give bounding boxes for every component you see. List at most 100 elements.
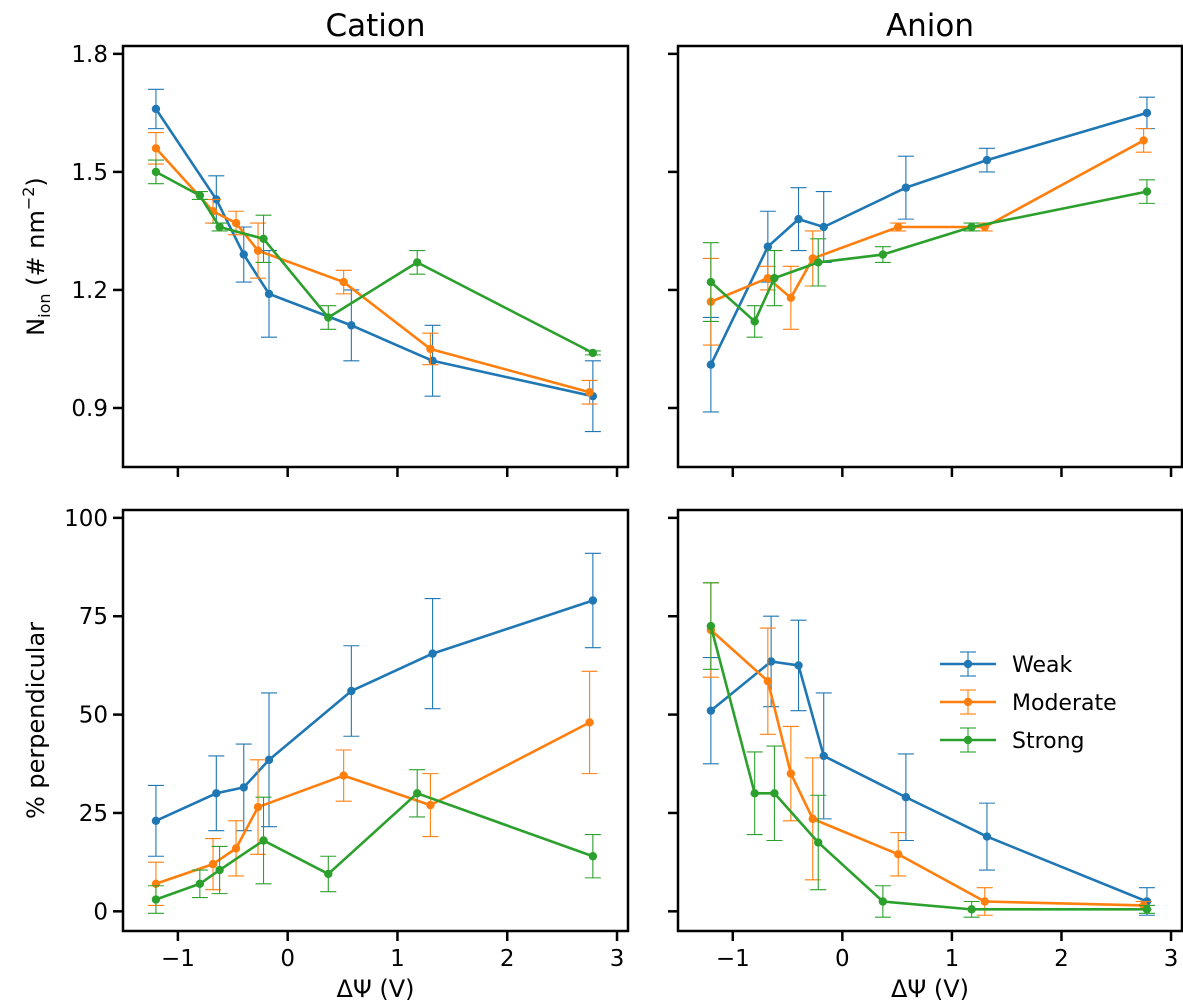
x-tick-label: 1	[390, 946, 405, 972]
data-point	[347, 321, 356, 330]
x-tick-label: 3	[610, 946, 625, 972]
x-axis-label: ΔΨ (V)	[336, 975, 414, 1001]
data-point	[763, 676, 773, 686]
data-point	[231, 844, 241, 853]
data-point	[1142, 187, 1152, 196]
x-tick-label: 0	[280, 946, 295, 972]
x-tick-label: −1	[161, 946, 195, 972]
series-line	[154, 108, 594, 398]
data-point	[814, 258, 823, 267]
data-point	[428, 356, 437, 365]
x-tick-label: 2	[1054, 946, 1069, 972]
data-point	[808, 814, 817, 824]
data-point	[426, 800, 435, 810]
x-tick-label: −1	[716, 946, 750, 972]
panel-2: Anion	[668, 8, 1183, 477]
data-point	[588, 852, 598, 861]
data-point	[794, 661, 803, 670]
legend-label: Weak	[1012, 653, 1072, 678]
axes-frame	[676, 508, 1183, 933]
panel-1: 0.9 1.2 1.5 1.8 Cation Nion (# nm−2)	[19, 8, 630, 477]
data-point	[339, 771, 348, 780]
data-point	[428, 649, 437, 658]
data-point	[786, 769, 796, 778]
data-point	[1142, 905, 1152, 914]
series-weak	[147, 88, 601, 433]
data-point	[426, 344, 435, 354]
data-point	[794, 214, 803, 224]
series-line	[155, 170, 594, 355]
data-point	[588, 348, 598, 358]
y-tick-label: 100	[64, 506, 108, 532]
data-point	[151, 104, 161, 114]
data-point	[195, 191, 205, 200]
axes-frame	[676, 44, 1183, 469]
series-strong	[147, 159, 601, 358]
data-point	[982, 155, 992, 165]
data-point	[208, 859, 218, 869]
data-point	[413, 258, 422, 267]
data-point	[770, 789, 779, 798]
data-point	[763, 242, 773, 251]
data-point	[894, 222, 903, 232]
legend-entry-weak: Weak	[940, 651, 1072, 678]
legend-marker	[963, 735, 973, 745]
data-point	[259, 234, 268, 243]
data-point	[786, 293, 796, 303]
series-moderate	[702, 128, 1152, 346]
data-point	[706, 360, 716, 369]
series-strong	[147, 769, 601, 914]
data-point	[413, 789, 422, 798]
data-point	[239, 783, 248, 792]
data-point	[324, 869, 333, 879]
data-point	[151, 167, 161, 177]
x-axis-label: ΔΨ (V)	[891, 975, 969, 1001]
data-point	[151, 144, 161, 153]
panel-title: Anion	[886, 8, 974, 44]
data-point	[585, 388, 594, 397]
y-tick-label: 0.9	[71, 396, 108, 422]
series-strong	[702, 179, 1155, 338]
y-tick-label: 1.8	[71, 42, 108, 68]
data-point	[339, 277, 348, 287]
data-point	[324, 313, 333, 322]
series-line	[154, 147, 590, 394]
data-point	[259, 836, 268, 845]
panel-4: −1 0 1 2 3 ΔΨ (V) Weak Moderate Strong	[668, 508, 1183, 1001]
axes-frame	[121, 44, 630, 469]
legend-entry-moderate: Moderate	[940, 689, 1117, 716]
data-point	[706, 277, 716, 287]
data-point	[706, 706, 716, 715]
data-point	[819, 222, 828, 232]
legend-entry-strong: Strong	[940, 727, 1085, 754]
legend-marker	[963, 697, 973, 707]
panel-title: Cation	[325, 8, 425, 44]
data-point	[264, 289, 274, 299]
y-tick-label: 1.5	[71, 160, 108, 186]
series-weak	[702, 96, 1155, 413]
data-point	[763, 273, 773, 283]
data-point	[766, 657, 776, 666]
data-point	[878, 250, 888, 259]
data-point	[980, 897, 989, 906]
y-axis-label: Nion (# nm−2)	[19, 177, 54, 336]
data-point	[215, 865, 224, 875]
panel-3: −1 0 1 2 3 0 25 50 75 100 ΔΨ (V) % perpendicular	[22, 506, 630, 1001]
axes-frame	[121, 508, 630, 933]
data-point	[215, 222, 224, 232]
legend-label: Moderate	[1012, 691, 1117, 716]
data-point	[901, 793, 911, 802]
data-point	[347, 686, 356, 696]
data-point	[967, 222, 976, 232]
data-point	[1139, 136, 1148, 145]
series-line	[709, 111, 1148, 366]
data-point	[253, 246, 263, 255]
series-line	[155, 599, 594, 823]
data-point	[706, 621, 716, 631]
data-point	[770, 273, 779, 283]
y-tick-label: 0	[93, 899, 108, 925]
data-point	[264, 755, 274, 765]
x-tick-label: 3	[1164, 946, 1179, 972]
y-tick-label: 50	[79, 703, 108, 729]
